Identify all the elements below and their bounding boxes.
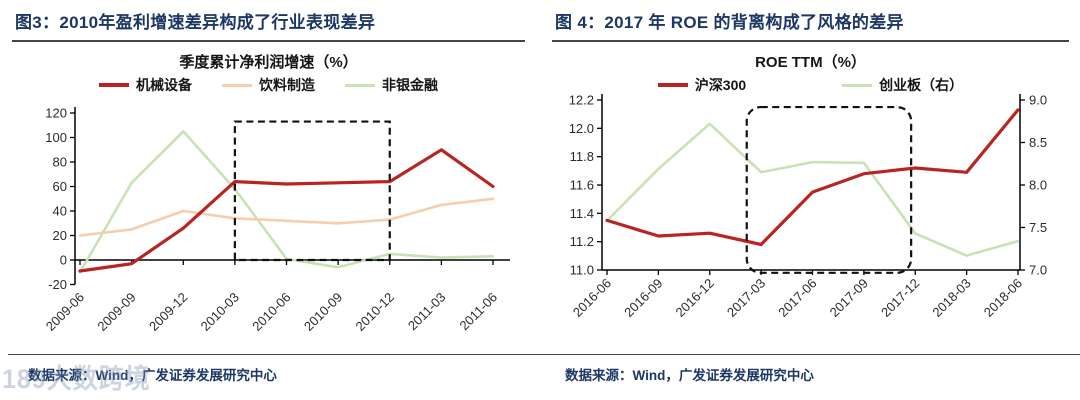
svg-text:2016-12: 2016-12 <box>673 276 717 320</box>
svg-text:11.6: 11.6 <box>570 178 594 193</box>
legend-label: 饮料制造 <box>259 77 315 93</box>
svg-text:8.5: 8.5 <box>1029 135 1047 150</box>
figure3-chart-subtitle: 季度累计净利润增速（%） <box>179 54 358 71</box>
svg-text:11.0: 11.0 <box>570 263 594 278</box>
svg-text:11.2: 11.2 <box>570 234 594 249</box>
legend-item: 机械设备 <box>99 75 192 95</box>
svg-text:2010-03: 2010-03 <box>198 290 242 334</box>
figure3-panel: 图3：2010年盈利增速差异构成了行业表现差异 季度累计净利润增速（%） 机械设… <box>12 6 525 356</box>
svg-text:2017-06: 2017-06 <box>775 276 819 320</box>
svg-text:2018-03: 2018-03 <box>929 276 973 320</box>
svg-text:11.8: 11.8 <box>570 149 594 164</box>
svg-text:2010-06: 2010-06 <box>249 290 293 334</box>
svg-text:2016-09: 2016-09 <box>621 276 665 320</box>
svg-text:2017-12: 2017-12 <box>878 276 922 320</box>
line-swatch-icon <box>842 83 873 87</box>
legend-item: 沪深300 <box>657 75 747 95</box>
legend-label: 创业板（右） <box>879 77 964 93</box>
svg-text:2010-09: 2010-09 <box>301 290 345 334</box>
legend-label: 沪深300 <box>694 77 747 93</box>
svg-text:0: 0 <box>60 253 67 268</box>
svg-text:-20: -20 <box>48 277 67 292</box>
line-swatch-icon <box>222 83 252 87</box>
figure4-title: 图 4：2017 年 ROE 的背离构成了风格的差异 <box>552 6 1069 42</box>
legend-item: 饮料制造 <box>222 75 315 95</box>
figure3-legend: 机械设备 饮料制造 非银金融 <box>12 75 525 95</box>
svg-text:2011-06: 2011-06 <box>456 290 500 334</box>
legend-item: 非银金融 <box>345 75 438 95</box>
svg-text:2010-12: 2010-12 <box>353 290 397 334</box>
svg-text:20: 20 <box>53 228 67 243</box>
svg-text:2009-09: 2009-09 <box>94 290 138 334</box>
svg-text:2018-06: 2018-06 <box>981 276 1025 320</box>
svg-text:60: 60 <box>53 179 67 194</box>
svg-text:80: 80 <box>53 155 67 170</box>
svg-text:2009-06: 2009-06 <box>43 290 87 334</box>
svg-text:9.0: 9.0 <box>1029 94 1047 108</box>
figure4-data-source: 数据来源：Wind，广发证券发展研究中心 <box>545 354 1080 384</box>
svg-text:100: 100 <box>45 130 67 145</box>
line-swatch-icon <box>345 83 375 87</box>
figure4-panel: 图 4：2017 年 ROE 的背离构成了风格的差异 ROE TTM（%） 沪深… <box>552 6 1069 356</box>
line-swatch-icon <box>657 83 688 87</box>
legend-item: 创业板（右） <box>842 75 963 95</box>
svg-text:2016-06: 2016-06 <box>570 276 614 320</box>
svg-text:7.5: 7.5 <box>1029 220 1047 235</box>
figure4-line-chart: 12.2 12.0 11.8 11.6 11.4 11.2 11.0 9.0 8.5 8.0 7.5… <box>569 94 1047 320</box>
svg-text:120: 120 <box>45 106 67 121</box>
svg-text:40: 40 <box>53 204 67 219</box>
svg-text:11.4: 11.4 <box>570 206 594 221</box>
line-swatch-icon <box>99 83 129 87</box>
svg-text:8.0: 8.0 <box>1029 178 1047 193</box>
svg-text:7.0: 7.0 <box>1029 263 1047 278</box>
svg-text:2011-03: 2011-03 <box>405 290 449 334</box>
figure4-legend: 沪深300 创业板（右） <box>552 75 1069 95</box>
svg-text:2017-09: 2017-09 <box>827 276 871 320</box>
figure3-title: 图3：2010年盈利增速差异构成了行业表现差异 <box>12 6 525 42</box>
svg-text:12.0: 12.0 <box>569 121 594 136</box>
svg-text:2017-03: 2017-03 <box>724 276 768 320</box>
figure3-data-source: 数据来源：Wind，广发证券发展研究中心 <box>8 354 552 384</box>
svg-text:12.2: 12.2 <box>569 94 594 108</box>
legend-label: 非银金融 <box>382 77 438 93</box>
svg-text:2009-12: 2009-12 <box>146 290 190 334</box>
legend-label: 机械设备 <box>136 77 192 93</box>
figure4-chart-subtitle: ROE TTM（%） <box>755 54 866 71</box>
